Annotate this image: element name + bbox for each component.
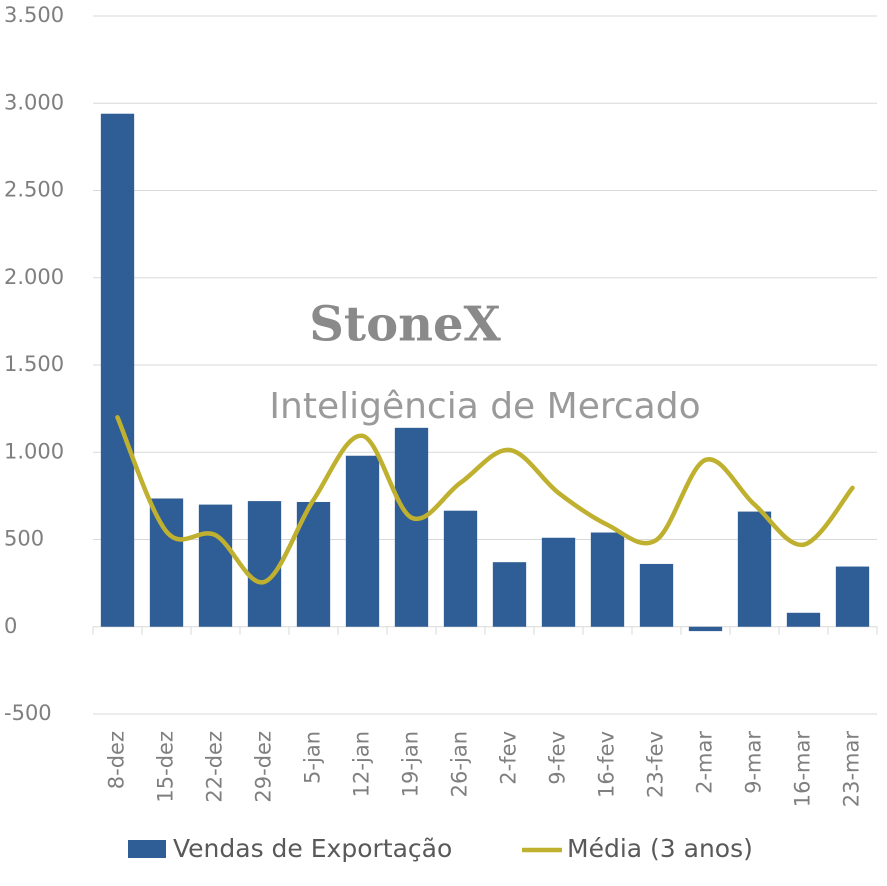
bar (688, 626, 723, 632)
bar (345, 455, 380, 627)
x-tick-label: 9-fev (546, 731, 570, 785)
bar (639, 563, 674, 627)
y-tick-label: 0 (4, 614, 17, 638)
bar (835, 566, 870, 627)
legend-label: Vendas de Exportação (173, 834, 452, 863)
x-tick-label: 23-fev (644, 731, 668, 798)
watermark-brand: StoneX (309, 297, 501, 353)
line (115, 415, 855, 585)
x-tick-label: 2-fev (497, 731, 521, 785)
y-tick-label: 2.500 (4, 178, 64, 202)
x-tick-label: 26-jan (448, 731, 472, 797)
x-tick-label: 12-jan (350, 731, 374, 797)
legend-label: Média (3 anos) (567, 834, 753, 863)
y-tick-label: -500 (4, 701, 52, 725)
y-tick-label: 3.500 (4, 3, 64, 27)
bar (100, 113, 135, 627)
bar (198, 504, 233, 627)
x-tick-label: 19-jan (399, 731, 423, 797)
bar (492, 562, 527, 627)
x-tick-label: 29-dez (252, 731, 276, 803)
x-tick-label: 15-dez (154, 731, 178, 803)
bar (590, 532, 625, 627)
plot: -500 0 500 1.000 1.500 2.000 2.500 3.000 3.500 8-… (4, 3, 878, 863)
x-tick-label: 23-mar (840, 731, 864, 808)
bar (443, 510, 478, 627)
y-tick-label: 3.000 (4, 90, 64, 114)
y-tick-label: 500 (4, 527, 44, 551)
bar (247, 501, 282, 627)
watermark-subtitle: Inteligência de Mercado (269, 386, 700, 427)
x-tick-label: 22-dez (203, 731, 227, 803)
bar (149, 498, 184, 627)
y-tick-label: 1.000 (4, 439, 64, 463)
x-tick-label: 8-dez (105, 731, 129, 789)
bar (786, 612, 821, 627)
legend-swatch (128, 840, 166, 858)
bar (394, 427, 429, 627)
x-tick-label: 9-mar (742, 731, 766, 794)
x-tick-label: 2-mar (693, 731, 717, 794)
y-tick-label: 1.500 (4, 352, 64, 376)
x-tick-label: 16-mar (791, 731, 815, 808)
bar (737, 511, 772, 627)
x-tick-label: 5-jan (301, 731, 325, 784)
y-tick-label: 2.000 (4, 265, 64, 289)
bar (541, 537, 576, 627)
x-tick-label: 16-fev (595, 731, 619, 798)
